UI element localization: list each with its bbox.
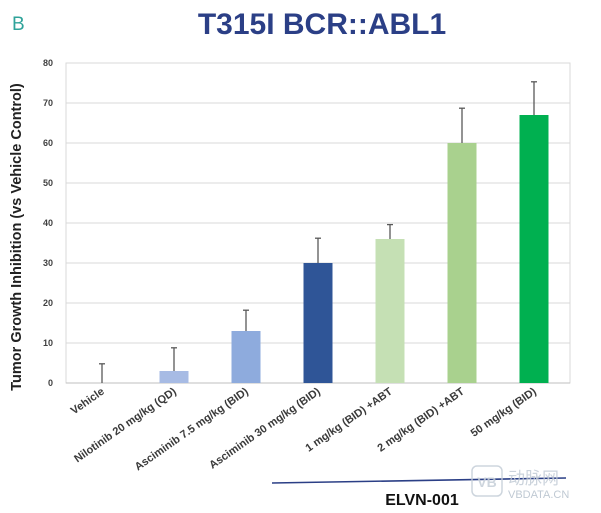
group-label: ELVN-001 — [385, 492, 459, 509]
bar — [519, 115, 549, 383]
y-tick-label: 10 — [43, 338, 53, 348]
y-tick-label: 80 — [43, 58, 53, 68]
watermark-site: VBDATA.CN — [508, 489, 569, 501]
x-tick-label: 50 mg/kg (BID) — [469, 385, 539, 439]
bar — [447, 143, 477, 383]
chart-title: T315I BCR::ABL1 — [198, 8, 446, 41]
bar — [231, 331, 261, 383]
y-tick-label: 30 — [43, 258, 53, 268]
watermark-logo-text: VB — [477, 474, 496, 490]
y-tick-label: 0 — [48, 378, 53, 388]
y-tick-label: 40 — [43, 218, 53, 228]
x-tick-label: Asciminib 7.5 mg/kg (BID) — [133, 385, 251, 473]
y-tick-label: 60 — [43, 138, 53, 148]
x-tick-label: Vehicle — [69, 386, 107, 418]
y-axis-label: Tumor Growth Inhibition (vs Vehicle Cont… — [9, 83, 25, 391]
watermark: VB 动脉网 VBDATA.CN — [471, 465, 569, 501]
bar — [159, 371, 189, 383]
group-line — [271, 477, 567, 484]
bar — [375, 239, 405, 383]
y-tick-label: 20 — [43, 298, 53, 308]
y-tick-label: 50 — [43, 178, 53, 188]
bar — [303, 263, 333, 383]
watermark-brand: 动脉网 — [508, 469, 559, 489]
panel-letter: B — [12, 14, 25, 35]
y-tick-label: 70 — [43, 98, 53, 108]
watermark-logo-icon — [471, 465, 503, 497]
